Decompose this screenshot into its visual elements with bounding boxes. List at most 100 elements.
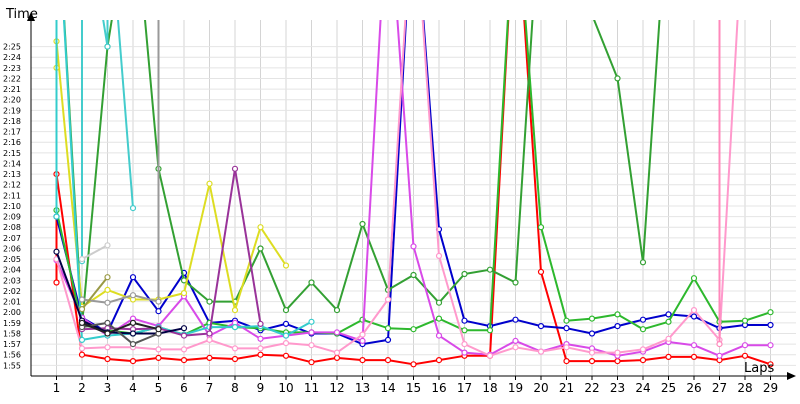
x-tick-label: 28 (737, 381, 752, 395)
data-point (384, 325, 392, 332)
data-point (78, 306, 86, 313)
data-point (690, 353, 698, 360)
data-point (486, 352, 494, 359)
data-point (614, 311, 621, 318)
series-line (55, 20, 771, 346)
data-point (206, 298, 213, 305)
data-point (155, 354, 162, 361)
y-tick-label: 2:07 (3, 234, 21, 243)
data-point (512, 279, 519, 286)
data-point (206, 336, 213, 343)
data-point (410, 271, 417, 279)
data-point (588, 330, 596, 337)
x-tick-label: 27 (712, 381, 727, 395)
data-point (639, 259, 647, 266)
series-6 (53, 20, 739, 359)
y-tick-label: 1:55 (3, 361, 21, 370)
data-point (639, 326, 647, 333)
data-point (359, 220, 366, 228)
data-point (435, 315, 443, 322)
data-point (206, 180, 213, 187)
data-point (104, 286, 111, 293)
series-line (81, 167, 262, 337)
y-tick-label: 2:10 (3, 202, 21, 211)
data-point (410, 361, 417, 368)
series-line (55, 20, 771, 366)
y-tick-label: 2:19 (3, 106, 21, 115)
data-point (512, 337, 519, 344)
y-tick-label: 1:57 (3, 340, 21, 349)
data-point (129, 205, 137, 212)
data-point (461, 317, 468, 324)
x-tick-label: 3 (104, 381, 112, 395)
x-tick-label: 12 (329, 381, 344, 395)
x-tick-label: 29 (763, 381, 778, 395)
data-point (155, 308, 162, 315)
y-tick-label: 2:16 (3, 138, 21, 147)
data-point (741, 342, 749, 349)
data-point (384, 336, 392, 343)
axes (27, 12, 796, 380)
data-point (104, 242, 111, 249)
data-point (563, 325, 570, 332)
data-point (359, 337, 366, 344)
data-point (104, 274, 111, 281)
data-point (231, 307, 239, 314)
y-axis-title: Time (5, 7, 38, 22)
data-point (461, 327, 468, 334)
data-point (308, 342, 315, 349)
x-tick-label: 8 (231, 381, 239, 395)
data-point (231, 324, 239, 331)
data-point (231, 345, 239, 352)
data-point (767, 342, 774, 349)
data-point (333, 307, 341, 314)
data-point (308, 359, 315, 366)
series-1 (53, 20, 774, 368)
y-tick-label: 2:25 (3, 43, 21, 52)
series-9 (78, 20, 137, 265)
series-line (81, 244, 108, 260)
data-point (129, 292, 137, 299)
y-tick-label: 2:17 (3, 128, 21, 137)
series-line (55, 20, 739, 357)
x-tick-label: 2 (78, 381, 86, 395)
data-point (537, 224, 545, 231)
series-layer (53, 20, 774, 368)
data-point (155, 298, 162, 305)
data-point (282, 320, 290, 327)
data-point (78, 336, 86, 343)
data-point (104, 319, 111, 326)
series-line (81, 321, 159, 346)
data-point (665, 335, 672, 342)
data-point (257, 245, 264, 252)
x-tick-label: 24 (635, 381, 650, 395)
data-point (741, 317, 749, 324)
x-tick-label: 16 (431, 381, 446, 395)
data-point (180, 325, 188, 332)
y-tick-label: 2:18 (3, 117, 21, 126)
data-point (308, 318, 315, 325)
data-point (282, 262, 290, 269)
x-tick-label: 15 (406, 381, 421, 395)
y-tick-label: 2:04 (3, 266, 21, 275)
data-point (384, 296, 392, 303)
y-tick-label: 1:56 (3, 351, 21, 360)
data-point (359, 357, 366, 364)
data-point (78, 296, 86, 303)
data-point (78, 345, 86, 352)
y-tick-label: 2:01 (3, 298, 21, 307)
y-tick-label: 2:06 (3, 244, 21, 253)
data-point (767, 309, 774, 316)
data-point (741, 352, 749, 359)
data-point (410, 326, 417, 333)
x-tick-label: 1 (53, 381, 61, 395)
data-point (690, 307, 698, 314)
y-tick-label: 2:00 (3, 308, 21, 317)
data-point (129, 319, 137, 326)
data-point (333, 349, 341, 356)
data-point (639, 316, 647, 323)
data-point (206, 330, 213, 337)
data-point (486, 327, 494, 334)
data-point (53, 248, 60, 255)
